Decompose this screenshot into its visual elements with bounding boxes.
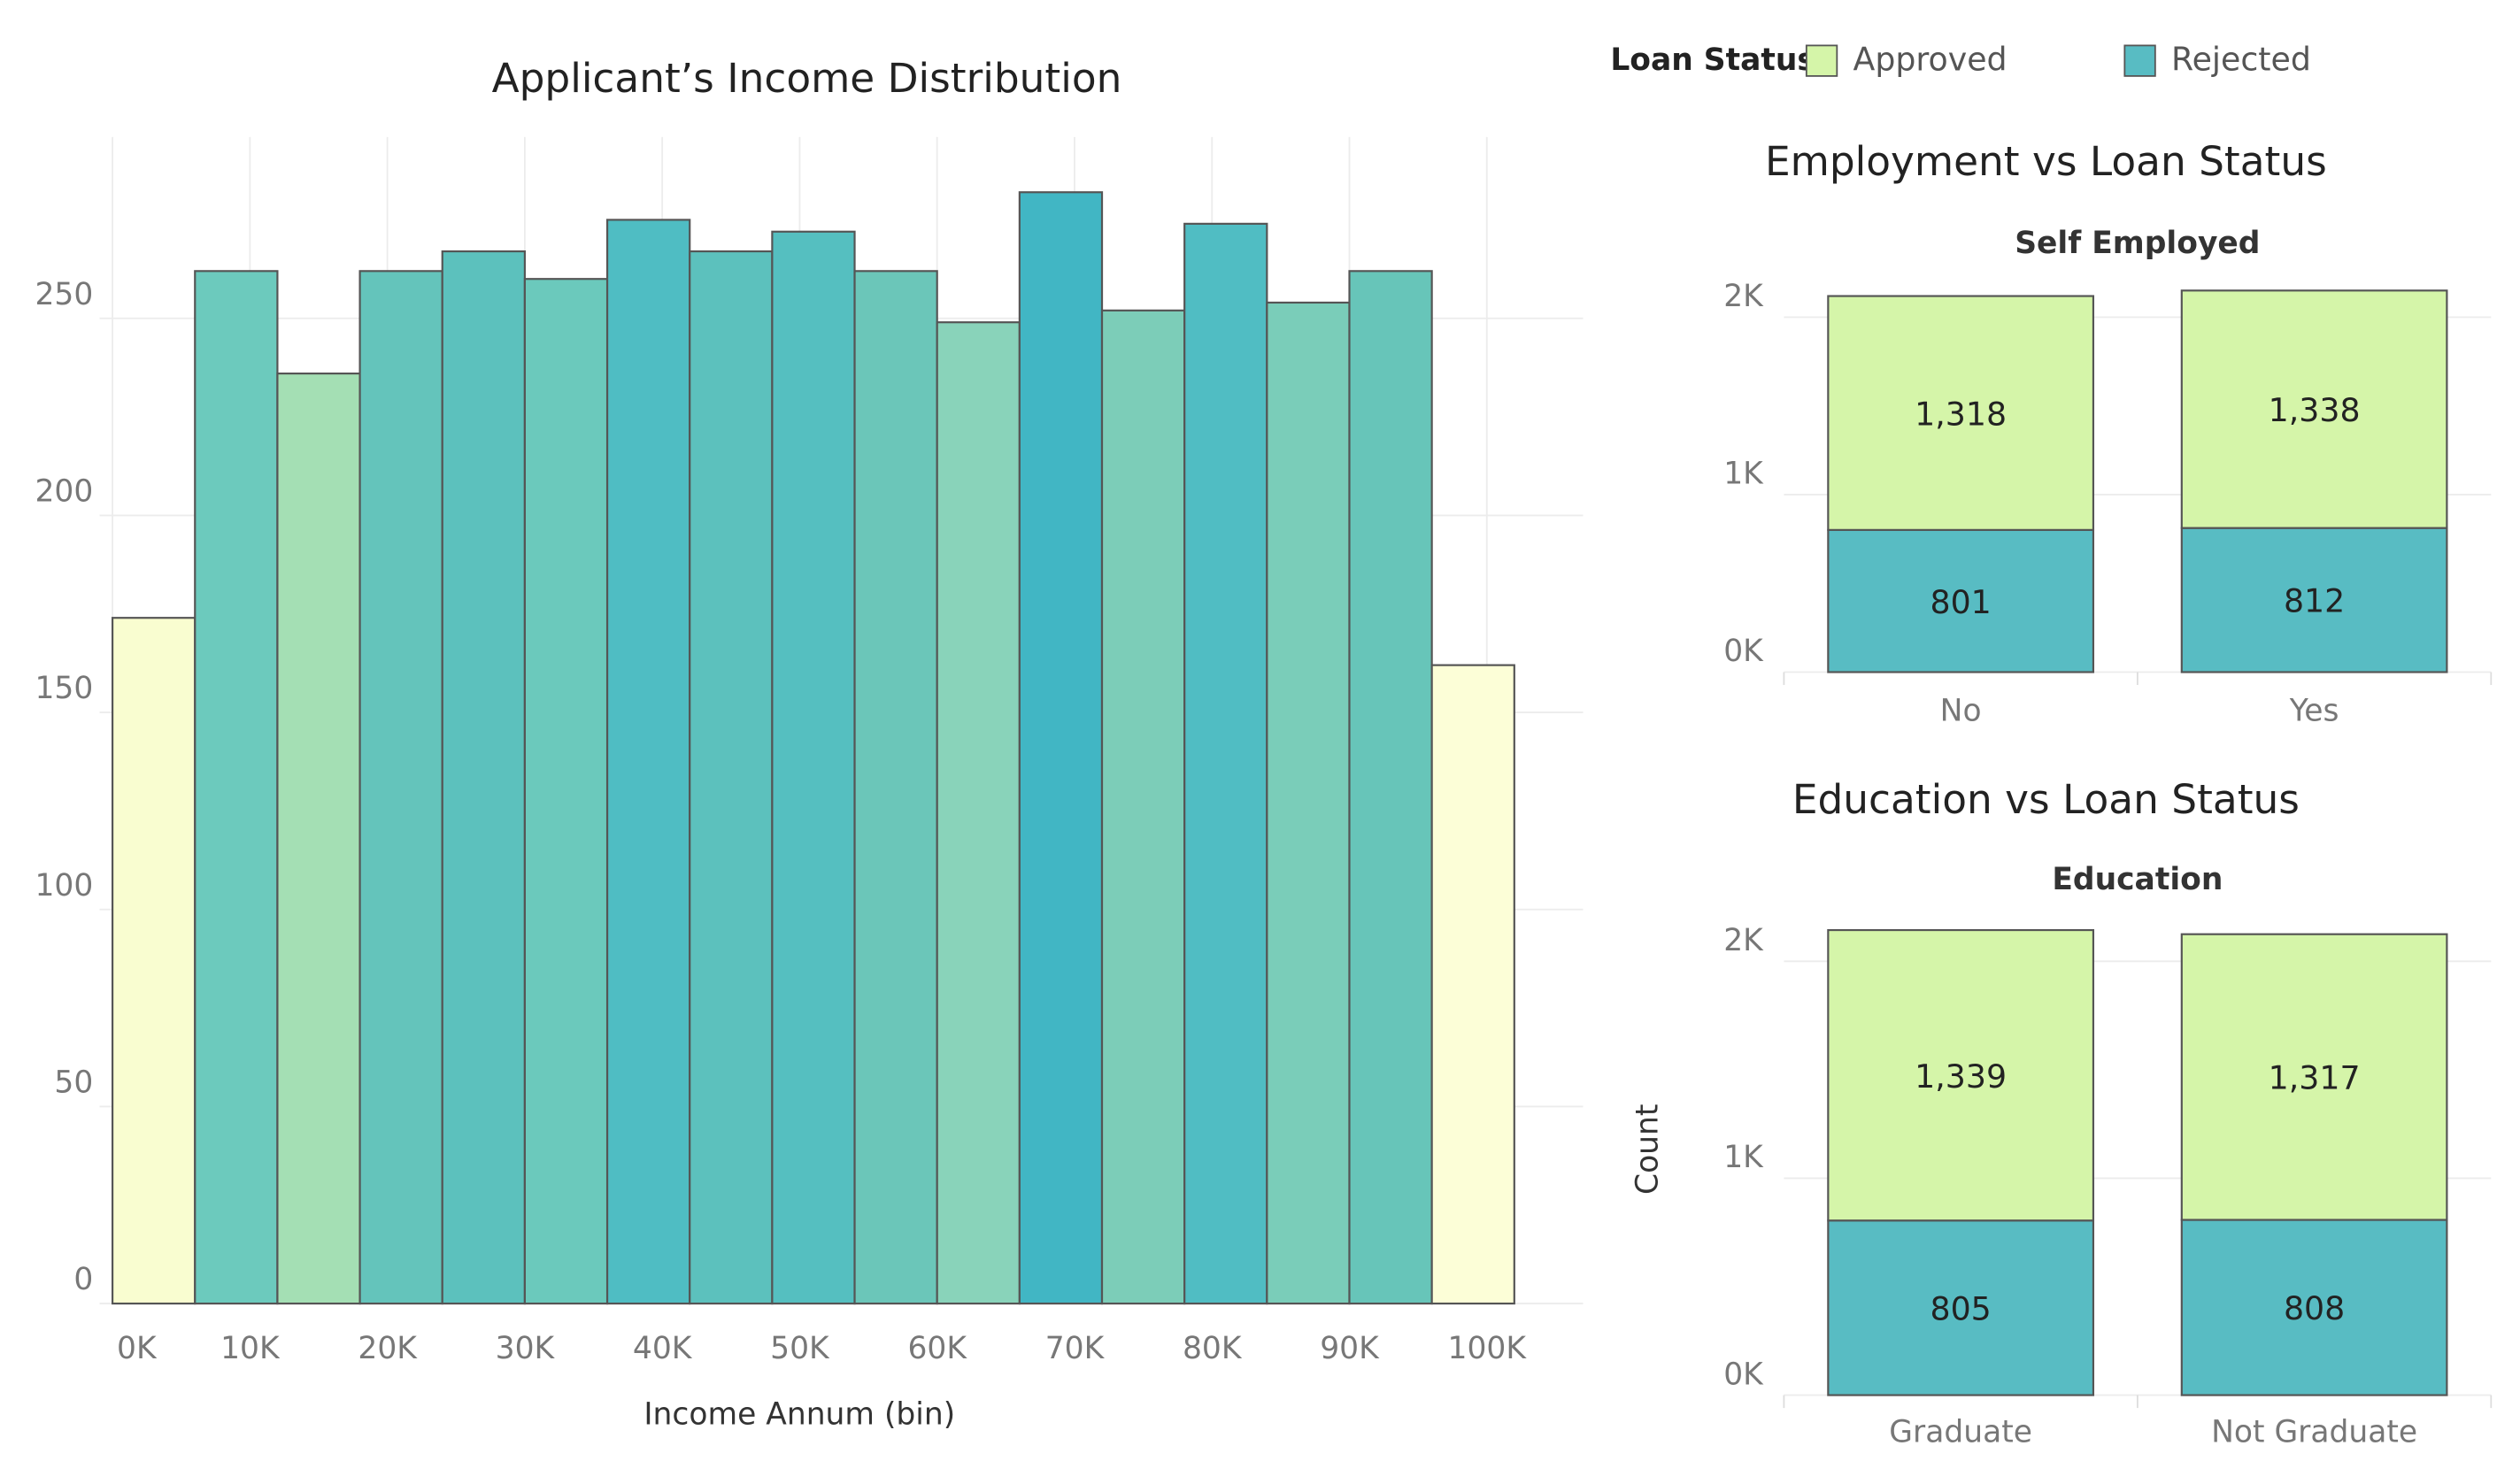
x-tick-label: No (1940, 693, 1982, 728)
bar-segment (2180, 527, 2448, 673)
x-tick-label: Yes (2289, 693, 2339, 728)
bar-segment (1827, 1219, 2095, 1396)
histogram-bar (1018, 191, 1104, 1305)
x-tick-label: 0K (117, 1331, 158, 1366)
histogram-bar (441, 250, 526, 1305)
y-tick-label: 100 (35, 868, 93, 903)
bar-segment (2180, 1219, 2448, 1396)
value-label: 805 (1930, 1290, 1991, 1328)
x-tick-label: Graduate (1889, 1415, 2032, 1450)
x-tick-label: 20K (358, 1331, 418, 1366)
histogram-bar (358, 270, 443, 1305)
histogram-bar (1430, 664, 1515, 1305)
x-axis-label: Income Annum (bin) (643, 1397, 955, 1433)
histogram-bar (689, 250, 774, 1305)
value-label: 1,318 (1915, 395, 2007, 433)
histogram-bar (936, 321, 1021, 1305)
bar-segment (2180, 933, 2448, 1221)
histogram-bar (112, 617, 197, 1305)
y-tick-label: 2K (1723, 279, 1764, 314)
x-tick-label: 90K (1320, 1331, 1380, 1366)
histogram-bar (1266, 301, 1351, 1305)
histogram-bar (853, 270, 938, 1305)
x-tick-label: 40K (633, 1331, 693, 1366)
value-label: 1,338 (2269, 391, 2361, 429)
value-label: 808 (2284, 1289, 2345, 1327)
x-tick-label: 10K (220, 1331, 281, 1366)
bar-segment (1827, 928, 2095, 1222)
legend-label: Approved (1853, 41, 2007, 79)
histogram-bar (1348, 270, 1433, 1305)
y-tick-label: 0 (73, 1262, 93, 1297)
chart-title: Employment vs Loan Status (1765, 138, 2327, 185)
y-tick-label: 0K (1723, 1357, 1764, 1392)
histogram-bar (605, 219, 691, 1305)
value-label: 1,317 (2269, 1059, 2361, 1097)
x-tick-label: 30K (496, 1331, 556, 1366)
y-tick-label: 0K (1723, 634, 1764, 669)
x-tick-label: 50K (770, 1331, 830, 1366)
y-tick-label: 2K (1723, 923, 1764, 958)
x-tick-label: 60K (907, 1331, 967, 1366)
y-tick-label: 150 (35, 671, 93, 706)
histogram-bar (771, 230, 856, 1305)
y-tick-label: 250 (35, 277, 93, 312)
histogram-bar (1100, 309, 1186, 1305)
chart-title: Applicant’s Income Distribution (492, 55, 1122, 102)
x-tick-label: Not Graduate (2211, 1415, 2417, 1450)
legend-title: Loan Status (1610, 42, 1815, 78)
bar-segment (1827, 528, 2095, 673)
value-label: 1,339 (1915, 1057, 2007, 1096)
histogram-bar (523, 278, 609, 1305)
legend-swatch (1805, 44, 1838, 77)
y-tick-label: 1K (1723, 457, 1764, 492)
bar-segment (2180, 289, 2448, 529)
y-tick-label: 50 (54, 1065, 93, 1100)
x-tick-label: 100K (1448, 1331, 1528, 1366)
legend-label: Rejected (2171, 41, 2311, 79)
chart-title: Education vs Loan Status (1792, 776, 2300, 823)
y-tick-label: 200 (35, 473, 93, 509)
value-label: 801 (1930, 583, 1991, 621)
histogram-bar (1183, 222, 1268, 1305)
value-label: 812 (2284, 582, 2345, 620)
bar-segment (1827, 295, 2095, 531)
y-axis-label: Count (1630, 1104, 1665, 1195)
histogram-bar (194, 270, 279, 1305)
histogram-bar (276, 373, 361, 1305)
facet-label: Self Employed (2015, 226, 2260, 261)
x-tick-label: 80K (1183, 1331, 1243, 1366)
x-tick-label: 70K (1045, 1331, 1106, 1366)
facet-label: Education (2052, 862, 2223, 897)
y-tick-label: 1K (1723, 1140, 1764, 1175)
legend-swatch (2123, 44, 2156, 77)
